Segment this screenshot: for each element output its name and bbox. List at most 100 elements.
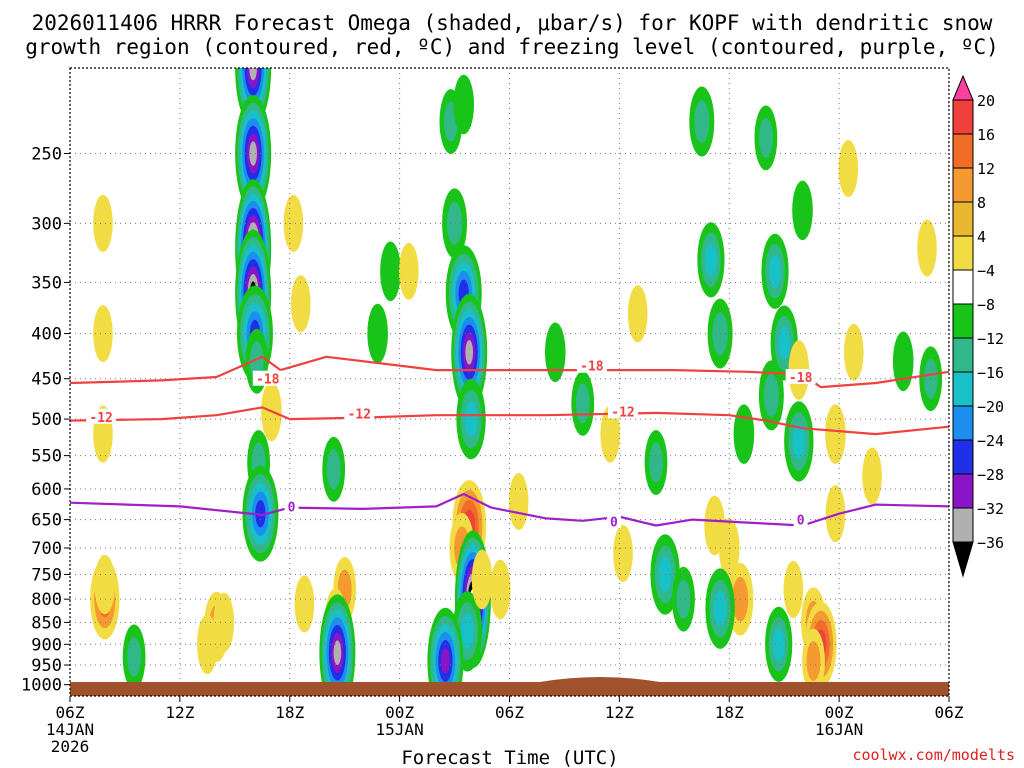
omega-cell [783,560,804,618]
omega-contour-fill [613,524,633,582]
omega-contour-fill [127,636,142,677]
colorbar-swatch [952,235,974,271]
dgz-contour-label: -12 [89,411,112,426]
omega-cell [319,594,356,696]
omega-contour-fill [326,449,341,490]
omega-cell [442,188,468,259]
omega-cell [705,568,735,649]
omega-contour-fill [704,243,717,277]
omega-contour-fill [465,339,474,365]
omega-contour-fill [283,194,304,252]
omega-cell [802,628,825,694]
omega-contour-fill [772,627,785,662]
omega-contour-fill [575,383,590,424]
y-tick-label: 750 [31,565,62,585]
omega-contour-fill [453,74,475,135]
omega-cell [427,607,464,696]
y-tick-label: 300 [31,214,62,234]
x-tick-label: 2026 [51,737,90,756]
omega-cell [838,140,859,198]
dgz-contour-label: -18 [580,360,604,375]
omega-cell [613,524,633,582]
omega-contour-fill [733,404,755,464]
colorbar-label: −16 [977,364,1004,382]
credit-label: coolwx.com/modelts [852,746,1015,764]
omega-contour-fill [471,549,493,610]
colorbar-swatch [952,439,974,475]
y-tick-label: 1000 [21,676,62,696]
x-axis-label: Forecast Time (UTC) [401,747,618,768]
omega-contour-fill [778,326,791,360]
omega-contour-fill [792,180,813,241]
omega-cell [689,86,715,157]
y-tick-label: 900 [31,635,62,655]
omega-cell [825,485,846,543]
omega-contour-fill [806,641,821,681]
omega-cell [94,554,116,615]
omega-contour-fill [213,592,235,653]
y-tick-label: 350 [31,273,62,293]
omega-cell [761,233,789,309]
chart-title-line2: growth region (contoured, red, ºC) and f… [25,35,999,59]
omega-contour-fill [490,559,511,620]
omega-contour-fill [694,100,710,144]
omega-cell [627,285,648,343]
y-tick-label: 600 [31,480,62,500]
omega-cell [825,404,846,464]
colorbar-bottom-arrow [952,541,974,578]
y-tick-label: 950 [31,656,62,676]
x-tick-label: 18Z [275,703,304,722]
dgz-contour-line [70,406,949,436]
omega-contour-fill [825,404,846,464]
y-tick-label: 500 [31,410,62,430]
omega-contour-fill [446,201,463,245]
omega-contour-fill [862,447,882,505]
freezing-level-label: 0 [797,514,805,529]
dgz-contour-label-bg [785,369,816,385]
y-tick-label: 700 [31,539,62,559]
omega-contour-fill [441,648,450,674]
omega-cell [283,194,304,252]
dgz-contour-label-bg [252,370,283,386]
omega-cell [93,194,113,252]
x-tick-label: 06Z [495,703,524,722]
y-tick-label: 450 [31,370,62,390]
omega-contour-fill [917,219,937,277]
omega-contour-fill [249,141,257,166]
omega-cell [672,566,695,632]
omega-cell [453,74,475,135]
omega-contour-fill [93,305,113,363]
omega-cell [644,430,668,495]
colorbar-swatch [952,167,974,203]
freezing-level-label: 0 [610,515,618,530]
dgz-contour-label-bg [86,408,117,424]
omega-cell [93,305,113,363]
colorbar-swatch [952,99,974,135]
plot-area: -18 -18 -18 -12 -12 -12 0 0 0 [70,68,949,696]
colorbar-label: 12 [977,160,995,178]
omega-contour-fill [93,194,113,252]
omega-contour-fill [758,117,773,158]
omega-cell [294,575,315,633]
plot-frame [69,67,950,697]
omega-contour-fill [398,242,419,300]
omega-cell [843,323,864,381]
omega-contour-fill [892,331,914,392]
x-tick-label: 00Z [825,703,854,722]
y-tick-label: 550 [31,447,62,467]
x-tick-label: 06Z [935,703,964,722]
colorbar-label: −32 [977,500,1004,518]
x-tick-label: 14JAN [46,720,94,739]
y-axis: 2503003504004505005506006507007508008509… [21,144,70,696]
omega-contour-fill [843,323,864,381]
omega-contour-fill [649,442,663,483]
colorbar-swatch [952,269,974,305]
y-tick-label: 850 [31,613,62,633]
colorbar-label: 8 [977,194,986,212]
dgz-contour-label: -12 [611,405,634,420]
omega-cell [600,405,621,463]
omega-shading [90,68,943,696]
colorbar-label: −24 [977,432,1004,450]
omega-contour-fill [94,554,116,615]
